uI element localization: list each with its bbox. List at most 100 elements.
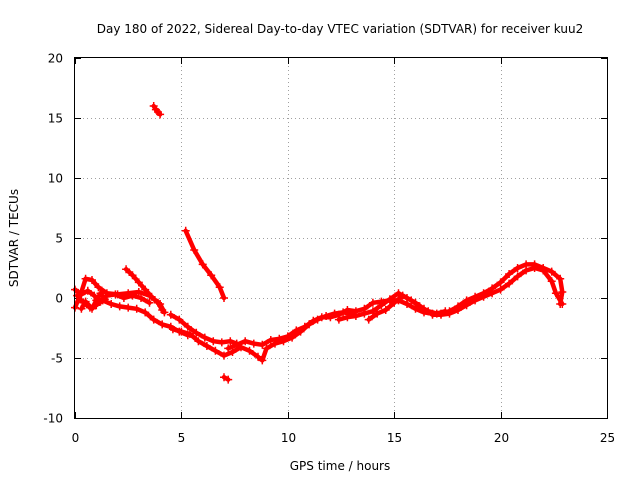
data-point [134, 288, 143, 296]
data-point [200, 333, 209, 342]
data-point [115, 302, 124, 311]
data-point [343, 306, 352, 314]
data-point [156, 110, 165, 119]
plot-frame [74, 57, 608, 419]
data-point [558, 300, 567, 308]
data-point [351, 312, 360, 320]
data-point [381, 306, 390, 314]
data-point [360, 309, 369, 318]
data-point [258, 356, 267, 365]
series-track-k [181, 226, 228, 302]
x-tick-label: 5 [178, 431, 186, 445]
data-point [181, 226, 190, 235]
data-point [94, 283, 103, 292]
data-point [147, 292, 156, 301]
y-tick-label: 5 [55, 232, 63, 246]
data-point [226, 337, 235, 346]
data-point [496, 285, 505, 294]
data-point [424, 307, 433, 316]
data-point [198, 260, 207, 269]
data-point [96, 289, 105, 298]
data-point [158, 306, 167, 314]
data-point [185, 330, 194, 338]
data-point [334, 315, 343, 324]
data-point [551, 289, 560, 298]
data-point [220, 294, 228, 302]
x-tick-label: 0 [72, 431, 80, 445]
data-point [398, 291, 407, 300]
data-point [154, 298, 162, 307]
tick-labels: 0 5 10 15 20 25 -10 -5 0 5 10 15 20 [43, 52, 615, 446]
y-tick-label: 0 [55, 292, 63, 306]
y-tick-label: -5 [51, 352, 63, 366]
data-point [107, 300, 116, 308]
data-point [432, 309, 441, 318]
data-point [177, 327, 186, 336]
series-track-h [224, 260, 567, 353]
y-tick-label: 20 [48, 52, 63, 66]
data-point [471, 296, 480, 305]
data-point [128, 271, 137, 280]
data-point [317, 313, 326, 322]
series-line [366, 293, 448, 322]
y-axis-label: SDTVAR / TECUs [7, 189, 21, 287]
data-point [83, 286, 92, 295]
data-point [275, 334, 284, 343]
data-point [368, 307, 377, 316]
data-point [390, 298, 399, 307]
y-tick-label: 10 [48, 172, 63, 186]
series-track-j [364, 291, 450, 324]
data-point [266, 336, 275, 344]
data-point [77, 304, 86, 313]
data-point [141, 308, 150, 317]
data-point [224, 344, 233, 353]
data-point [166, 310, 175, 319]
x-tick-label: 20 [494, 431, 509, 445]
data-point [505, 279, 514, 288]
data-point [211, 346, 220, 355]
data-point [137, 294, 145, 302]
data-point [134, 278, 143, 287]
data-point [488, 289, 497, 298]
data-point [445, 309, 454, 318]
data-point [232, 340, 241, 349]
data-point [192, 328, 201, 337]
data-point [377, 301, 386, 310]
data-point [122, 265, 131, 274]
data-point [505, 270, 514, 278]
data-point [81, 274, 90, 283]
data-point [254, 352, 262, 361]
data-point [262, 344, 271, 353]
data-point [496, 278, 505, 287]
data-point [326, 313, 335, 322]
data-point [454, 306, 462, 314]
series-track-e [122, 265, 167, 314]
data-point [175, 315, 184, 324]
data-point [145, 298, 154, 307]
data-point [547, 267, 556, 276]
plot-series [71, 102, 567, 384]
data-point [158, 320, 167, 329]
data-point [547, 277, 556, 286]
data-point [119, 294, 128, 302]
grid [75, 58, 607, 418]
series-track-d [77, 289, 109, 313]
data-point [530, 264, 539, 272]
data-point [149, 315, 158, 324]
data-point [207, 271, 216, 280]
series-line [336, 265, 565, 322]
data-point [258, 340, 267, 349]
data-point [556, 274, 565, 283]
x-tick-label: 15 [387, 431, 402, 445]
data-point [309, 316, 318, 325]
data-point [292, 326, 301, 335]
data-point [81, 297, 90, 306]
data-point [415, 302, 424, 311]
data-point [88, 276, 96, 284]
y-tick-label: 15 [48, 112, 63, 126]
data-point [124, 303, 133, 312]
data-point [128, 291, 137, 300]
series-track-m [220, 373, 233, 384]
data-point [100, 295, 109, 304]
